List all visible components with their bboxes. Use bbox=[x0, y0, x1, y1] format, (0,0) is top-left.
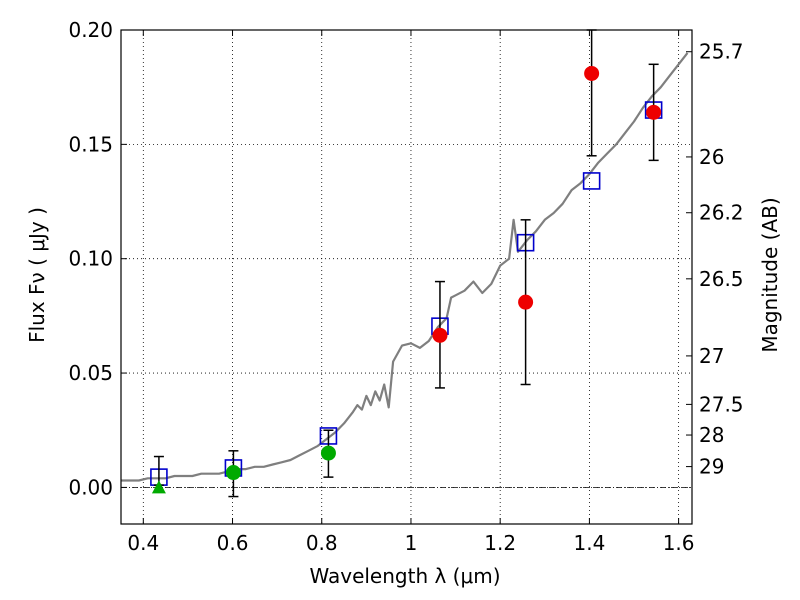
x-axis-label: Wavelength λ (μm) bbox=[309, 564, 500, 588]
right-tick-label: 25.7 bbox=[699, 40, 744, 64]
y-axis-label: Flux Fν ( μJy ) bbox=[25, 207, 49, 343]
right-tick-label: 26.5 bbox=[699, 267, 744, 291]
x-tick-label: 0.4 bbox=[127, 531, 159, 555]
red-data-point bbox=[432, 327, 448, 343]
right-tick-label: 27 bbox=[699, 344, 724, 368]
x-tick-label: 0.8 bbox=[306, 531, 338, 555]
right-tick-label: 29 bbox=[699, 455, 724, 479]
y-tick-label: 0.00 bbox=[68, 475, 113, 499]
green-data-point bbox=[225, 465, 241, 481]
x-tick-label: 1.4 bbox=[573, 531, 605, 555]
model-spectrum-line bbox=[121, 52, 689, 482]
red-data-point bbox=[646, 104, 662, 120]
y-tick-label: 0.05 bbox=[68, 361, 113, 385]
axis-ticks: 0.4 0.6 0.8 1 1.2 1.4 1.6 0.00 0.05 0.10 0.15 0.20 2… bbox=[68, 18, 743, 555]
green-data-point bbox=[320, 445, 336, 461]
right-tick-label: 26.2 bbox=[699, 201, 744, 225]
chart-marks bbox=[121, 29, 689, 498]
x-tick-label: 0.6 bbox=[217, 531, 249, 555]
right-tick-label: 26 bbox=[699, 145, 724, 169]
y-tick-label: 0.20 bbox=[68, 18, 113, 42]
right-tick-label: 28 bbox=[699, 423, 724, 447]
grid bbox=[121, 29, 692, 524]
model-point-square bbox=[582, 172, 601, 190]
x-tick-label: 1.6 bbox=[663, 531, 695, 555]
plot-frame bbox=[120, 29, 693, 525]
right-tick-label: 27.5 bbox=[699, 392, 744, 416]
x-tick-label: 1.2 bbox=[484, 531, 516, 555]
right-axis-label: Magnitude (AB) bbox=[758, 197, 782, 352]
y-tick-label: 0.10 bbox=[68, 247, 113, 271]
x-tick-label: 1 bbox=[405, 531, 418, 555]
green-upper-limit-triangle bbox=[151, 480, 166, 494]
y-tick-label: 0.15 bbox=[68, 132, 113, 156]
red-data-point bbox=[518, 294, 534, 310]
red-data-point bbox=[584, 65, 600, 81]
